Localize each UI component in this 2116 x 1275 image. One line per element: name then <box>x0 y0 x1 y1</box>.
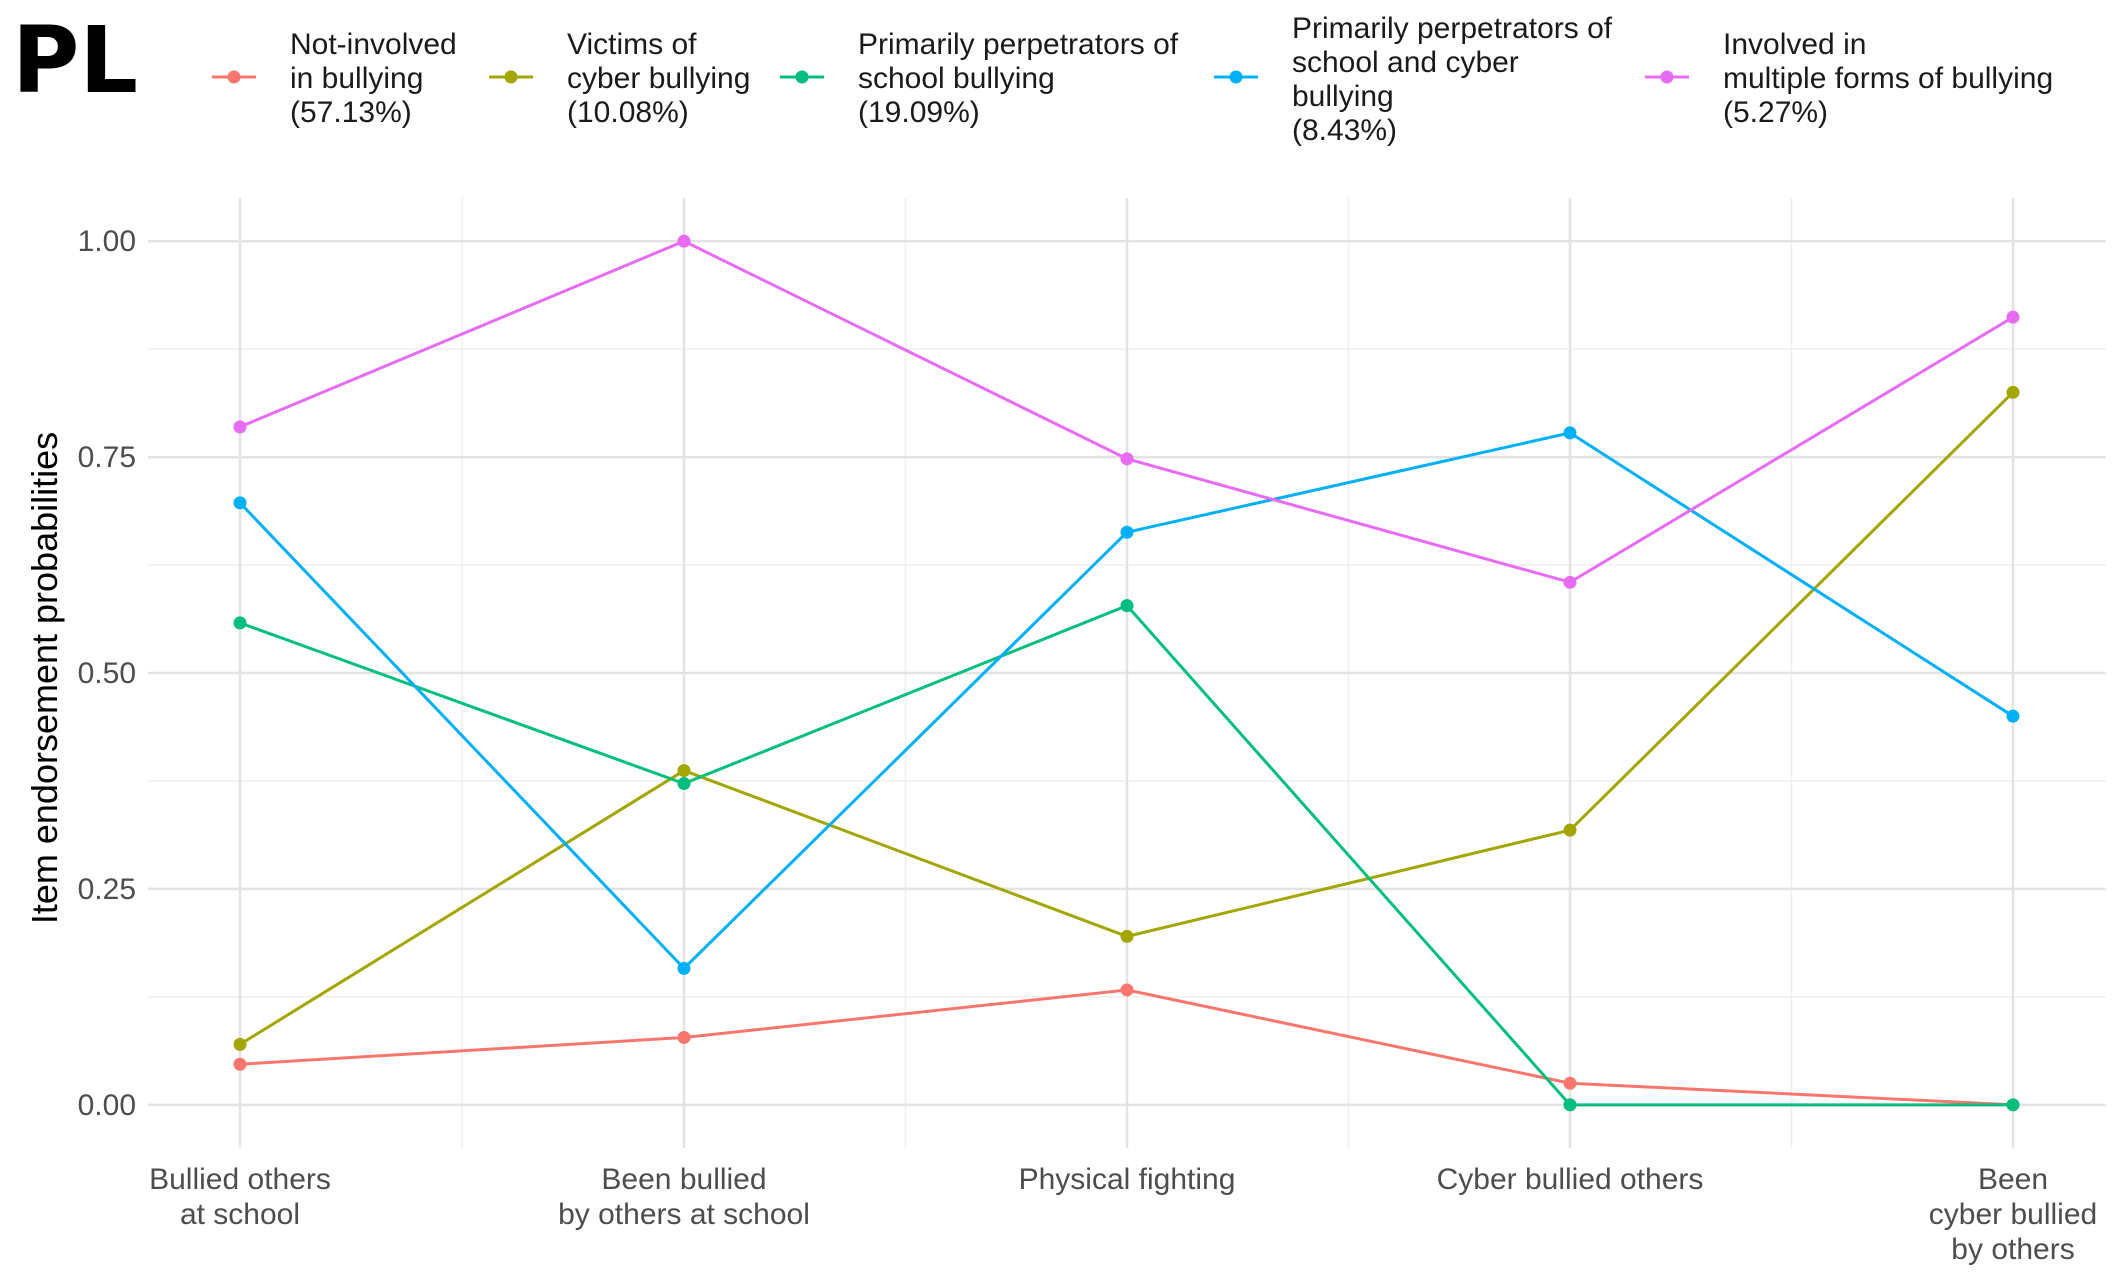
y-tick-label: 1.00 <box>78 225 136 258</box>
x-axis: Bullied others at school Been bullied by ot… <box>149 1163 2097 1266</box>
series-4 <box>233 426 2020 975</box>
legend-label: Not-involved in bullying (57.13%) <box>290 28 457 129</box>
data-point <box>1120 983 1134 997</box>
legend-key-point <box>227 70 241 84</box>
data-point <box>233 420 247 434</box>
data-point <box>1563 1076 1577 1090</box>
data-point <box>677 1030 691 1044</box>
series-5 <box>233 234 2020 589</box>
data-point <box>1563 823 1577 837</box>
x-tick-label: Physical fighting <box>1019 1163 1236 1196</box>
legend-key-point <box>795 70 809 84</box>
data-point <box>677 777 691 791</box>
y-tick-label: 0.25 <box>78 873 136 906</box>
y-axis: 0.00 0.25 0.50 0.75 1.00 <box>78 225 136 1122</box>
data-point <box>1120 929 1134 943</box>
panel-label: PL <box>12 7 138 114</box>
series-3 <box>233 599 2020 1112</box>
data-point <box>677 234 691 248</box>
data-point <box>677 764 691 778</box>
grid <box>148 198 2106 1148</box>
series-layer <box>233 234 2020 1112</box>
data-point <box>233 496 247 510</box>
y-tick-label: 0.00 <box>78 1089 136 1122</box>
data-point <box>233 1037 247 1051</box>
data-point <box>1120 599 1134 613</box>
y-axis-label: Item endorsement probabilities <box>24 432 65 924</box>
legend-label: Victims of cyber bullying (10.08%) <box>567 28 750 129</box>
legend-item-5: Involved in multiple forms of bullying (5.… <box>1645 28 2053 129</box>
data-point <box>1563 1098 1577 1112</box>
data-point <box>1563 426 1577 440</box>
legend-key-point <box>1229 70 1243 84</box>
x-tick-label: Bullied others at school <box>149 1163 331 1231</box>
data-point <box>677 961 691 975</box>
legend: Not-involved in bullying (57.13%) Victims o… <box>212 12 2053 147</box>
data-point <box>1120 452 1134 466</box>
y-tick-label: 0.75 <box>78 441 136 474</box>
series-1 <box>233 983 2020 1112</box>
legend-item-2: Victims of cyber bullying (10.08%) <box>489 28 750 129</box>
data-point <box>2006 1098 2020 1112</box>
legend-item-1: Not-involved in bullying (57.13%) <box>212 28 457 129</box>
x-tick-label: Been bullied by others at school <box>558 1163 810 1231</box>
data-point <box>2006 310 2020 324</box>
legend-key-point <box>1660 70 1674 84</box>
legend-item-3: Primarily perpetrators of school bullying… <box>780 28 1179 129</box>
data-point <box>1120 525 1134 539</box>
legend-key-point <box>504 70 518 84</box>
data-point <box>2006 385 2020 399</box>
legend-label: Primarily perpetrators of school and cybe… <box>1292 12 1613 147</box>
legend-label: Involved in multiple forms of bullying (5.… <box>1723 28 2053 129</box>
legend-item-4: Primarily perpetrators of school and cybe… <box>1214 12 1613 147</box>
x-tick-label: Cyber bullied others <box>1437 1163 1704 1196</box>
series-2 <box>233 385 2020 1051</box>
y-tick-label: 0.50 <box>78 657 136 690</box>
data-point <box>1563 575 1577 589</box>
data-point <box>233 1057 247 1071</box>
x-tick-label: Been cyber bullied by others <box>1929 1163 2097 1266</box>
legend-label: Primarily perpetrators of school bullying… <box>858 28 1179 129</box>
data-point <box>233 616 247 630</box>
data-point <box>2006 709 2020 723</box>
